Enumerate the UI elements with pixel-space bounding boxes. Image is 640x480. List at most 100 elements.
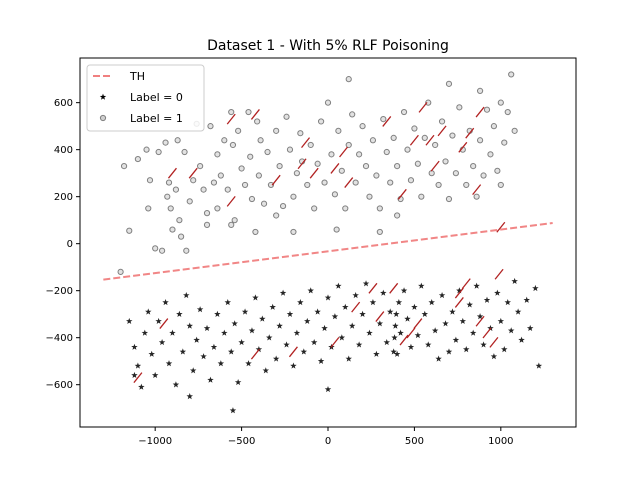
poisoned-point-mark: [454, 287, 464, 299]
data-point-label-1: [380, 116, 387, 123]
poisoned-point-mark: [368, 282, 378, 294]
data-point-label-0: [224, 299, 231, 306]
data-point-label-1: [470, 163, 477, 170]
poisoned-point-mark: [418, 101, 428, 113]
data-point-label-0: [165, 360, 173, 367]
data-point-label-1: [178, 233, 185, 240]
data-point-label-1: [487, 151, 494, 158]
data-point-label-0: [425, 341, 432, 348]
chart-title: Dataset 1 - With 5% RLF Poisoning: [207, 38, 449, 54]
data-point-label-0: [314, 308, 321, 315]
data-point-label-1: [335, 127, 342, 134]
data-point-label-1: [359, 123, 366, 130]
data-point-label-1: [120, 163, 128, 170]
data-point-label-0: [345, 355, 352, 362]
data-point-label-1: [231, 217, 238, 224]
data-point-label-1: [311, 205, 318, 212]
data-point-label-1: [449, 132, 456, 139]
data-point-label-1: [414, 160, 421, 167]
data-point-label-1: [143, 146, 150, 153]
data-point-label-1: [197, 163, 204, 170]
data-point-label-1: [307, 141, 314, 149]
data-point-label-0: [435, 355, 442, 362]
poisoned-point-mark: [226, 113, 236, 125]
data-point-label-1: [480, 172, 487, 179]
data-point-label-1: [456, 104, 463, 111]
data-point-label-0: [148, 350, 155, 357]
data-point-label-0: [200, 353, 207, 360]
poisoned-point-mark: [250, 348, 260, 360]
legend: TH Label = 0 Label = 1: [86, 64, 205, 132]
data-point-label-0: [535, 362, 543, 369]
y-tick-label: −400: [46, 333, 73, 344]
data-point-label-1: [476, 137, 484, 144]
data-point-label-1: [176, 217, 183, 224]
y-tick-label: 0: [67, 239, 73, 250]
data-point-label-1: [283, 113, 290, 120]
data-point-label-0: [241, 308, 249, 315]
y-tick-label: −600: [46, 380, 73, 391]
data-point-label-0: [501, 346, 508, 353]
data-point-label-1: [264, 148, 271, 156]
data-point-label-0: [466, 301, 473, 308]
data-point-label-0: [342, 303, 349, 310]
x-tick-label: 1000: [488, 436, 513, 447]
data-point-label-1: [260, 200, 268, 207]
data-point-label-0: [490, 353, 498, 360]
data-point-label-0: [221, 329, 228, 336]
data-point-label-0: [186, 322, 193, 329]
data-point-label-0: [469, 329, 477, 336]
data-point-label-1: [210, 179, 218, 186]
data-point-label-1: [418, 193, 425, 200]
data-point-label-0: [276, 322, 283, 329]
data-point-label-0: [397, 329, 404, 336]
data-point-label-1: [174, 137, 181, 144]
data-point-label-1: [200, 186, 207, 193]
data-point-label-0: [380, 289, 387, 296]
x-tick-label: −500: [228, 436, 255, 447]
poisoned-point-mark: [465, 127, 475, 139]
data-point-label-0: [373, 350, 380, 357]
poisoned-point-mark: [309, 167, 319, 179]
data-point-label-1: [483, 106, 491, 113]
data-point-label-0: [383, 338, 390, 346]
data-point-label-0: [307, 287, 314, 294]
data-point-label-1: [214, 205, 221, 212]
data-point-label-0: [445, 348, 453, 355]
data-point-label-1: [432, 141, 439, 149]
data-point-label-1: [369, 137, 377, 144]
y-tick-label: −200: [46, 286, 73, 297]
data-point-label-1: [352, 179, 359, 186]
series-label-0: [126, 277, 543, 414]
data-point-label-0: [369, 299, 377, 306]
data-point-label-1: [172, 186, 180, 193]
data-point-label-1: [321, 179, 328, 186]
data-point-label-0: [404, 315, 411, 322]
data-point-label-0: [391, 334, 398, 341]
data-point-label-0: [480, 341, 487, 348]
data-point-label-0: [172, 381, 180, 388]
data-point-label-1: [452, 170, 459, 177]
data-point-label-0: [504, 299, 511, 306]
data-point-label-1: [221, 137, 228, 144]
data-point-label-0: [507, 327, 515, 334]
data-point-label-0: [310, 338, 318, 346]
data-point-label-0: [324, 385, 332, 393]
data-point-label-1: [338, 167, 345, 174]
data-point-label-0: [418, 282, 425, 289]
poisoned-point-mark: [167, 167, 177, 179]
data-point-label-1: [314, 160, 321, 167]
data-point-label-0: [362, 280, 370, 287]
data-point-label-0: [203, 324, 211, 332]
data-point-label-0: [449, 308, 456, 315]
data-point-label-0: [428, 299, 435, 306]
poisoned-point-mark: [271, 174, 281, 186]
data-point-label-0: [138, 383, 145, 390]
poisoned-point-mark: [301, 137, 311, 149]
data-point-label-0: [262, 367, 270, 374]
data-point-label-0: [286, 310, 294, 317]
data-point-label-0: [131, 343, 138, 350]
data-point-label-1: [445, 195, 453, 203]
data-point-label-1: [362, 163, 370, 170]
x-tick-label: 500: [405, 436, 424, 447]
